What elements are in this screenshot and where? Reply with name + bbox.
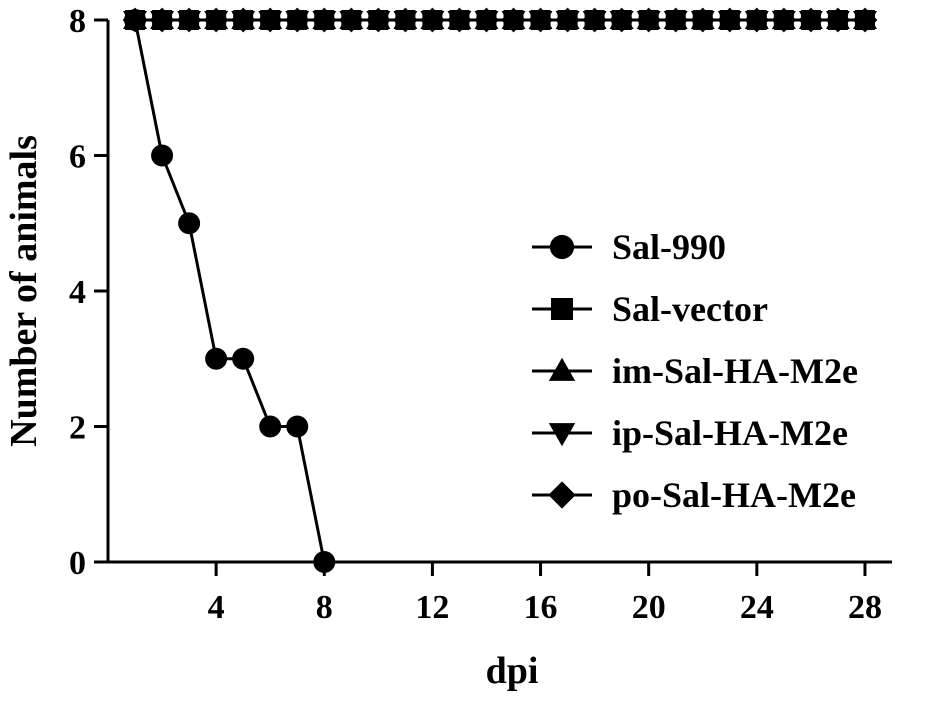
data-point bbox=[638, 10, 659, 30]
data-point bbox=[205, 347, 228, 370]
data-point bbox=[314, 10, 335, 30]
x-tick-label: 8 bbox=[316, 589, 333, 626]
data-point bbox=[800, 10, 821, 30]
data-point bbox=[395, 10, 416, 30]
y-axis-title: Number of animals bbox=[3, 135, 45, 447]
data-point bbox=[422, 10, 443, 30]
data-point bbox=[233, 10, 254, 30]
legend-marker bbox=[548, 357, 576, 381]
data-point bbox=[476, 10, 497, 30]
legend-marker bbox=[548, 481, 576, 509]
legend: Sal-990 Sal-vector im-Sal-HA-M2e ip-Sal-HA-… bbox=[532, 227, 858, 515]
x-tick-label: 16 bbox=[524, 589, 558, 626]
data-point bbox=[152, 10, 173, 30]
x-tick-label: 20 bbox=[632, 589, 666, 626]
data-point bbox=[557, 10, 578, 30]
data-point bbox=[260, 10, 281, 30]
data-point bbox=[719, 10, 740, 30]
y-tick-label: 0 bbox=[69, 545, 86, 582]
legend-item: Sal-990 bbox=[532, 227, 726, 267]
data-point bbox=[827, 10, 848, 30]
data-point bbox=[449, 10, 470, 30]
y-tick-label: 8 bbox=[69, 3, 86, 40]
data-point bbox=[178, 212, 201, 235]
data-point bbox=[341, 10, 362, 30]
data-point bbox=[287, 10, 308, 30]
series-line bbox=[133, 19, 326, 563]
series-layer bbox=[122, 7, 878, 573]
legend-label: Sal-990 bbox=[612, 227, 726, 267]
data-point bbox=[584, 10, 605, 30]
legend-item: im-Sal-HA-M2e bbox=[532, 351, 858, 391]
legend-marker bbox=[549, 234, 575, 260]
x-tick-label: 4 bbox=[208, 589, 225, 626]
legend-label: im-Sal-HA-M2e bbox=[612, 351, 858, 391]
data-point bbox=[206, 10, 227, 30]
data-point bbox=[313, 551, 336, 573]
data-point bbox=[259, 415, 282, 438]
data-point bbox=[151, 144, 174, 167]
y-tick-label: 4 bbox=[69, 274, 86, 311]
y-ticks: 0 2 4 6 8 bbox=[69, 3, 108, 582]
series-sal-990 bbox=[124, 9, 336, 573]
data-point bbox=[530, 10, 551, 30]
x-tick-label: 24 bbox=[740, 589, 774, 626]
data-point bbox=[124, 9, 147, 31]
data-point bbox=[665, 10, 686, 30]
legend-marker bbox=[548, 423, 576, 447]
data-point bbox=[503, 10, 524, 30]
legend-item: po-Sal-HA-M2e bbox=[532, 475, 856, 515]
y-tick-label: 6 bbox=[69, 139, 86, 176]
data-point bbox=[746, 10, 767, 30]
data-point bbox=[286, 415, 309, 438]
data-point bbox=[368, 10, 389, 30]
legend-item: ip-Sal-HA-M2e bbox=[532, 413, 848, 453]
legend-label: Sal-vector bbox=[612, 289, 768, 329]
legend-item: Sal-vector bbox=[532, 289, 768, 329]
data-point bbox=[232, 347, 255, 370]
x-ticks: 4 8 12 16 20 24 28 bbox=[208, 562, 882, 626]
series-sal-vector bbox=[125, 10, 875, 30]
data-point bbox=[692, 10, 713, 30]
data-point bbox=[854, 10, 875, 30]
data-point bbox=[611, 10, 632, 30]
legend-label: ip-Sal-HA-M2e bbox=[612, 413, 848, 453]
data-point bbox=[773, 10, 794, 30]
x-tick-label: 12 bbox=[415, 589, 449, 626]
data-point bbox=[179, 10, 200, 30]
y-tick-label: 2 bbox=[69, 410, 86, 447]
x-axis-title: dpi bbox=[486, 650, 539, 692]
legend-label: po-Sal-HA-M2e bbox=[612, 475, 856, 515]
legend-marker bbox=[551, 298, 573, 320]
x-tick-label: 28 bbox=[848, 589, 882, 626]
